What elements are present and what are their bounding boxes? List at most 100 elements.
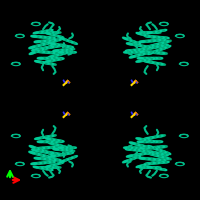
Ellipse shape — [44, 158, 51, 160]
Ellipse shape — [39, 137, 45, 139]
Ellipse shape — [54, 153, 61, 155]
Ellipse shape — [134, 55, 140, 57]
Ellipse shape — [136, 33, 141, 34]
Ellipse shape — [143, 167, 150, 168]
Ellipse shape — [157, 30, 162, 32]
Ellipse shape — [158, 45, 166, 47]
Ellipse shape — [142, 51, 150, 53]
Ellipse shape — [139, 149, 146, 152]
Ellipse shape — [161, 150, 166, 153]
Ellipse shape — [153, 136, 159, 138]
Ellipse shape — [46, 156, 53, 159]
Ellipse shape — [144, 141, 151, 143]
Ellipse shape — [55, 159, 62, 161]
Ellipse shape — [142, 147, 150, 149]
Ellipse shape — [59, 45, 64, 46]
Ellipse shape — [31, 163, 37, 165]
Ellipse shape — [51, 40, 57, 43]
Ellipse shape — [155, 62, 161, 65]
Ellipse shape — [55, 146, 63, 148]
Ellipse shape — [149, 162, 155, 164]
Ellipse shape — [146, 147, 152, 149]
Ellipse shape — [165, 45, 171, 48]
Ellipse shape — [142, 150, 147, 151]
Ellipse shape — [64, 39, 69, 41]
Ellipse shape — [47, 60, 53, 62]
Ellipse shape — [141, 60, 146, 61]
Ellipse shape — [42, 47, 48, 50]
Ellipse shape — [150, 51, 157, 54]
Ellipse shape — [138, 138, 144, 140]
Ellipse shape — [37, 150, 44, 152]
Ellipse shape — [145, 147, 152, 149]
Ellipse shape — [149, 141, 156, 143]
Ellipse shape — [154, 141, 160, 142]
Ellipse shape — [36, 167, 41, 168]
Ellipse shape — [44, 161, 51, 163]
Ellipse shape — [152, 51, 160, 54]
Ellipse shape — [57, 153, 64, 156]
Ellipse shape — [139, 141, 146, 143]
Ellipse shape — [51, 45, 59, 48]
Ellipse shape — [45, 60, 51, 62]
Ellipse shape — [153, 32, 159, 33]
Ellipse shape — [36, 49, 42, 52]
Point — [135, 80, 138, 84]
Ellipse shape — [144, 57, 151, 59]
Ellipse shape — [165, 152, 171, 155]
Ellipse shape — [132, 149, 138, 151]
Ellipse shape — [147, 45, 154, 47]
Ellipse shape — [55, 52, 63, 54]
Ellipse shape — [147, 36, 153, 38]
Ellipse shape — [154, 49, 160, 52]
Ellipse shape — [142, 49, 147, 50]
Ellipse shape — [35, 31, 41, 33]
Ellipse shape — [129, 158, 134, 160]
Ellipse shape — [50, 34, 55, 36]
Ellipse shape — [36, 148, 42, 151]
Ellipse shape — [68, 157, 73, 159]
Ellipse shape — [36, 40, 43, 43]
Ellipse shape — [52, 39, 58, 41]
Ellipse shape — [31, 152, 38, 155]
Ellipse shape — [149, 151, 156, 153]
Ellipse shape — [149, 158, 156, 160]
Ellipse shape — [139, 167, 145, 168]
Ellipse shape — [51, 152, 59, 155]
Ellipse shape — [127, 149, 134, 150]
Ellipse shape — [149, 162, 156, 164]
Point — [64, 81, 68, 84]
Ellipse shape — [137, 144, 142, 146]
Ellipse shape — [42, 40, 48, 42]
Ellipse shape — [52, 59, 57, 61]
Ellipse shape — [38, 162, 44, 164]
Ellipse shape — [155, 167, 161, 168]
Ellipse shape — [159, 48, 164, 50]
Ellipse shape — [43, 168, 48, 170]
Ellipse shape — [34, 50, 39, 53]
Ellipse shape — [34, 153, 40, 155]
Ellipse shape — [143, 151, 149, 154]
Ellipse shape — [154, 159, 161, 161]
Ellipse shape — [145, 152, 151, 154]
Ellipse shape — [59, 52, 63, 53]
Ellipse shape — [52, 43, 58, 45]
Ellipse shape — [151, 152, 158, 154]
Ellipse shape — [48, 146, 55, 148]
Ellipse shape — [150, 44, 157, 47]
Ellipse shape — [69, 49, 74, 50]
Ellipse shape — [58, 36, 64, 38]
Point — [132, 113, 136, 116]
Ellipse shape — [147, 158, 153, 160]
Point — [67, 80, 70, 84]
Ellipse shape — [47, 161, 53, 163]
Ellipse shape — [54, 35, 59, 37]
Ellipse shape — [46, 135, 52, 138]
Ellipse shape — [150, 32, 157, 33]
Ellipse shape — [143, 164, 148, 166]
Ellipse shape — [39, 47, 47, 50]
Ellipse shape — [150, 36, 154, 38]
Ellipse shape — [39, 137, 45, 139]
Ellipse shape — [148, 61, 154, 63]
Ellipse shape — [163, 151, 168, 154]
